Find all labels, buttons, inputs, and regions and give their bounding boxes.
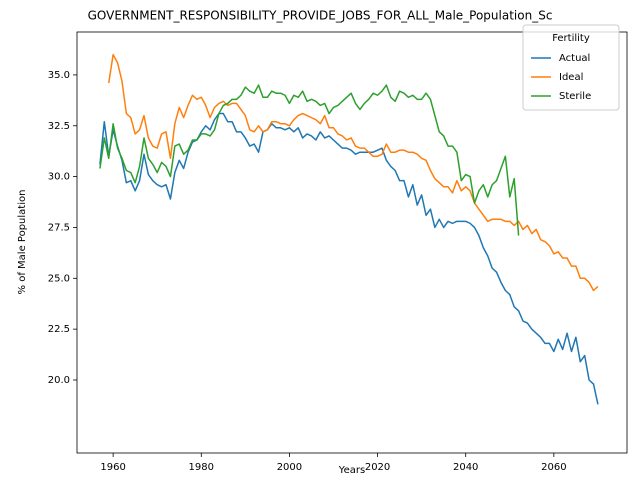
x-tick-label: 1980 xyxy=(189,462,214,473)
y-tick-label: 30.0 xyxy=(48,172,70,183)
legend-label: Ideal xyxy=(559,72,583,83)
y-tick-label: 35.0 xyxy=(48,70,70,81)
x-axis-label: Years xyxy=(338,465,365,476)
line-series xyxy=(107,53,599,292)
y-tick-label: 27.5 xyxy=(48,222,70,233)
y-axis-label: % of Male Population xyxy=(17,190,28,295)
legend-title: Fertility xyxy=(552,33,590,44)
y-tick-label: 25.0 xyxy=(48,273,70,284)
line-series xyxy=(99,112,599,405)
legend-label: Sterile xyxy=(559,91,591,102)
x-tick-label: 2000 xyxy=(277,462,302,473)
x-tick-label: 1960 xyxy=(100,462,125,473)
chart-title: GOVERNMENT_RESPONSIBILITY_PROVIDE_JOBS_F… xyxy=(88,9,553,23)
legend-label: Actual xyxy=(559,53,590,64)
y-tick-label: 20.0 xyxy=(48,375,70,386)
plot-frame xyxy=(76,31,628,454)
x-tick-label: 2040 xyxy=(453,462,478,473)
y-tick-label: 22.5 xyxy=(48,324,70,335)
x-tick-label: 2060 xyxy=(541,462,566,473)
y-tick-label: 32.5 xyxy=(48,121,70,132)
line-series xyxy=(99,84,520,236)
x-tick-label: 2020 xyxy=(365,462,390,473)
legend-box xyxy=(522,24,620,111)
